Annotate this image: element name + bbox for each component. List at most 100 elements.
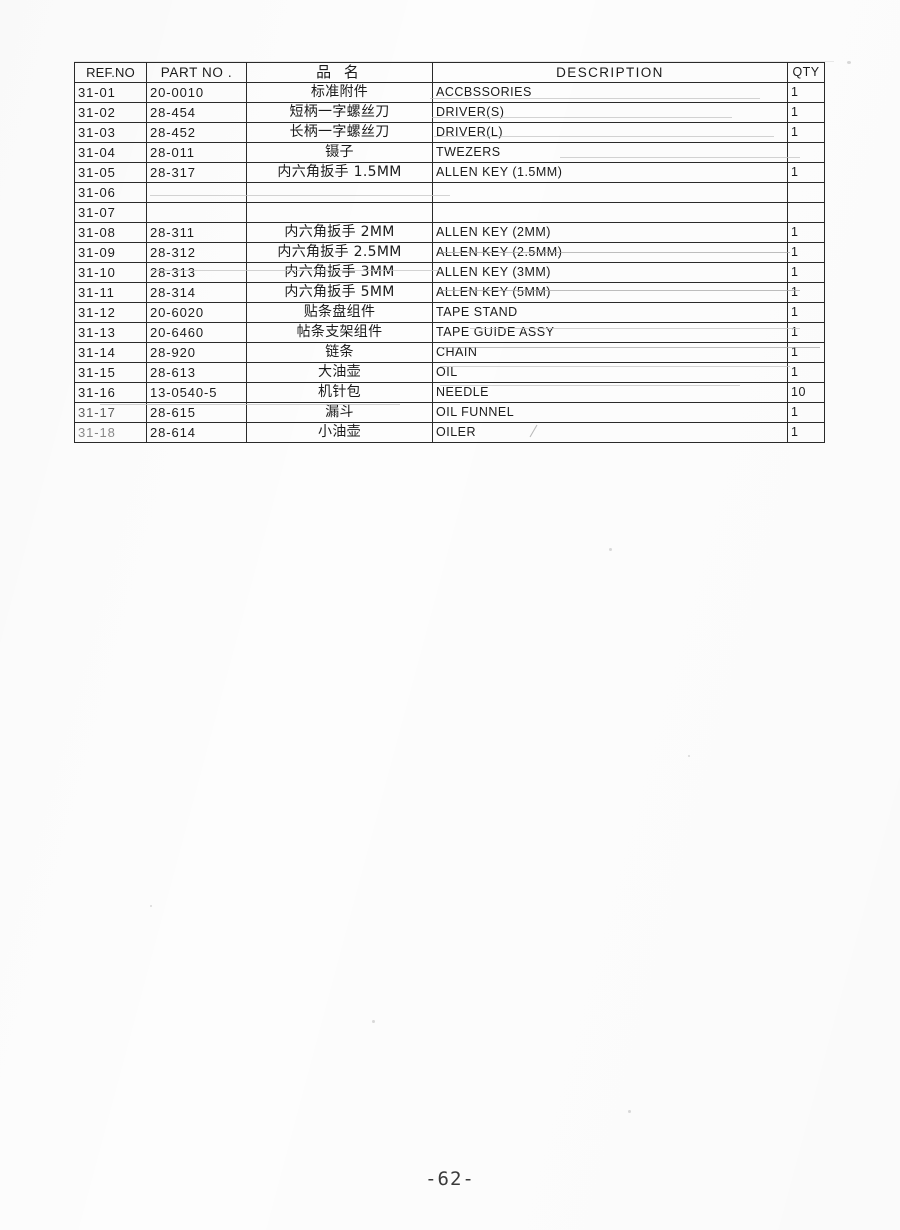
cell-description: OIL xyxy=(432,362,788,383)
page-number: -62- xyxy=(425,1168,475,1190)
cell-name-cn: 内六角扳手 5MM xyxy=(246,282,433,303)
scan-speck xyxy=(628,1110,631,1113)
cell-qty xyxy=(787,142,825,163)
scan-speck xyxy=(372,1020,375,1023)
cell-ref-no: 31-01 xyxy=(74,82,147,103)
cell-qty: 1 xyxy=(787,402,825,423)
cell-ref-no: 31-08 xyxy=(74,222,147,243)
table-row[interactable]: 31-07 xyxy=(74,202,825,223)
table-body: 31-01 20-0010 标准附件 ACCBSSORIES 1 31-02 28-454 短… xyxy=(74,82,825,443)
cell-part-no: 20-6460 xyxy=(146,322,247,343)
cell-description xyxy=(432,202,788,223)
scan-speck xyxy=(609,548,612,551)
table-row[interactable]: 31-12 20-6020 贴条盘组件 TAPE STAND 1 xyxy=(74,302,825,323)
cell-qty: 1 xyxy=(787,122,825,143)
cell-qty: 1 xyxy=(787,362,825,383)
cell-part-no: 28-311 xyxy=(146,222,247,243)
cell-part-no: 28-452 xyxy=(146,122,247,143)
parts-list-table: REF.NO PART NO . 品 名 DESCRIPTION QTY 31-… xyxy=(74,62,825,443)
cell-description: NEEDLE xyxy=(432,382,788,403)
scan-speck xyxy=(688,755,690,757)
table-row[interactable]: 31-06 xyxy=(74,182,825,203)
cell-qty: 1 xyxy=(787,102,825,123)
table-row[interactable]: 31-11 28-314 内六角扳手 5MM ALLEN KEY (5MM) 1 xyxy=(74,282,825,303)
cell-qty: 1 xyxy=(787,262,825,283)
column-header-description: DESCRIPTION xyxy=(432,62,788,83)
cell-ref-no: 31-14 xyxy=(74,342,147,363)
cell-part-no: 20-6020 xyxy=(146,302,247,323)
table-row[interactable]: 31-01 20-0010 标准附件 ACCBSSORIES 1 xyxy=(74,82,825,103)
table-row[interactable]: 31-14 28-920 链条 CHAIN 1 xyxy=(74,342,825,363)
cell-name-cn xyxy=(246,182,433,203)
table-row[interactable]: 31-18 28-614 小油壶 OILER 1 xyxy=(74,422,825,443)
cell-part-no: 28-615 xyxy=(146,402,247,423)
table-row[interactable]: 31-15 28-613 大油壶 OIL 1 xyxy=(74,362,825,383)
cell-ref-no: 31-05 xyxy=(74,162,147,183)
cell-name-cn: 短柄一字螺丝刀 xyxy=(246,102,433,123)
cell-ref-no: 31-16 xyxy=(74,382,147,403)
cell-ref-no: 31-10 xyxy=(74,262,147,283)
cell-name-cn: 小油壶 xyxy=(246,422,433,443)
cell-ref-no: 31-02 xyxy=(74,102,147,123)
cell-part-no: 28-920 xyxy=(146,342,247,363)
table-row[interactable]: 31-03 28-452 长柄一字螺丝刀 DRIVER(L) 1 xyxy=(74,122,825,143)
scan-speck xyxy=(847,61,851,64)
cell-name-cn: 贴条盘组件 xyxy=(246,302,433,323)
cell-name-cn: 内六角扳手 3MM xyxy=(246,262,433,283)
cell-ref-no: 31-12 xyxy=(74,302,147,323)
cell-name-cn: 标准附件 xyxy=(246,82,433,103)
cell-name-cn: 机针包 xyxy=(246,382,433,403)
column-header-name-cn: 品 名 xyxy=(246,62,433,83)
cell-description: ALLEN KEY (2MM) xyxy=(432,222,788,243)
scan-speck xyxy=(150,905,152,907)
cell-part-no: 28-317 xyxy=(146,162,247,183)
table-row[interactable]: 31-02 28-454 短柄一字螺丝刀 DRIVER(S) 1 xyxy=(74,102,825,123)
table-row[interactable]: 31-17 28-615 漏斗 OIL FUNNEL 1 xyxy=(74,402,825,423)
cell-ref-no: 31-17 xyxy=(74,402,147,423)
table-row[interactable]: 31-05 28-317 内六角扳手 1.5MM ALLEN KEY (1.5MM) 1 xyxy=(74,162,825,183)
cell-description: OILER xyxy=(432,422,788,443)
cell-description: DRIVER(L) xyxy=(432,122,788,143)
cell-name-cn xyxy=(246,202,433,223)
cell-part-no: 28-613 xyxy=(146,362,247,383)
cell-description: TAPE STAND xyxy=(432,302,788,323)
cell-qty: 1 xyxy=(787,162,825,183)
table-header-row: REF.NO PART NO . 品 名 DESCRIPTION QTY xyxy=(74,62,825,83)
cell-part-no: 13-0540-5 xyxy=(146,382,247,403)
cell-qty xyxy=(787,182,825,203)
table-header: REF.NO PART NO . 品 名 DESCRIPTION QTY xyxy=(74,62,825,83)
cell-name-cn: 帖条支架组件 xyxy=(246,322,433,343)
cell-ref-no: 31-09 xyxy=(74,242,147,263)
cell-part-no: 28-313 xyxy=(146,262,247,283)
cell-qty: 1 xyxy=(787,302,825,323)
cell-part-no: 28-312 xyxy=(146,242,247,263)
cell-qty: 1 xyxy=(787,222,825,243)
cell-ref-no: 31-18 xyxy=(74,422,147,443)
table-row[interactable]: 31-08 28-311 内六角扳手 2MM ALLEN KEY (2MM) 1 xyxy=(74,222,825,243)
table-row[interactable]: 31-16 13-0540-5 机针包 NEEDLE 10 xyxy=(74,382,825,403)
table-row[interactable]: 31-04 28-011 镊子 TWEZERS xyxy=(74,142,825,163)
cell-qty xyxy=(787,202,825,223)
table-row[interactable]: 31-09 28-312 内六角扳手 2.5MM ALLEN KEY (2.5MM) 1 xyxy=(74,242,825,263)
cell-name-cn: 漏斗 xyxy=(246,402,433,423)
table-row[interactable]: 31-10 28-313 内六角扳手 3MM ALLEN KEY (3MM) 1 xyxy=(74,262,825,283)
cell-name-cn: 内六角扳手 1.5MM xyxy=(246,162,433,183)
table-row[interactable]: 31-13 20-6460 帖条支架组件 TAPE GUIDE ASSY 1 xyxy=(74,322,825,343)
cell-description: CHAIN xyxy=(432,342,788,363)
parts-list-table-container: REF.NO PART NO . 品 名 DESCRIPTION QTY 31-… xyxy=(74,62,825,443)
cell-qty: 1 xyxy=(787,322,825,343)
cell-name-cn: 镊子 xyxy=(246,142,433,163)
cell-description: ALLEN KEY (5MM) xyxy=(432,282,788,303)
cell-ref-no: 31-15 xyxy=(74,362,147,383)
cell-description: DRIVER(S) xyxy=(432,102,788,123)
cell-description: OIL FUNNEL xyxy=(432,402,788,423)
cell-name-cn: 内六角扳手 2.5MM xyxy=(246,242,433,263)
cell-description: ACCBSSORIES xyxy=(432,82,788,103)
cell-ref-no: 31-07 xyxy=(74,202,147,223)
cell-part-no: 28-011 xyxy=(146,142,247,163)
cell-description: ALLEN KEY (2.5MM) xyxy=(432,242,788,263)
cell-ref-no: 31-11 xyxy=(74,282,147,303)
cell-qty: 1 xyxy=(787,82,825,103)
column-header-part-no: PART NO . xyxy=(146,62,247,83)
cell-part-no: 28-614 xyxy=(146,422,247,443)
